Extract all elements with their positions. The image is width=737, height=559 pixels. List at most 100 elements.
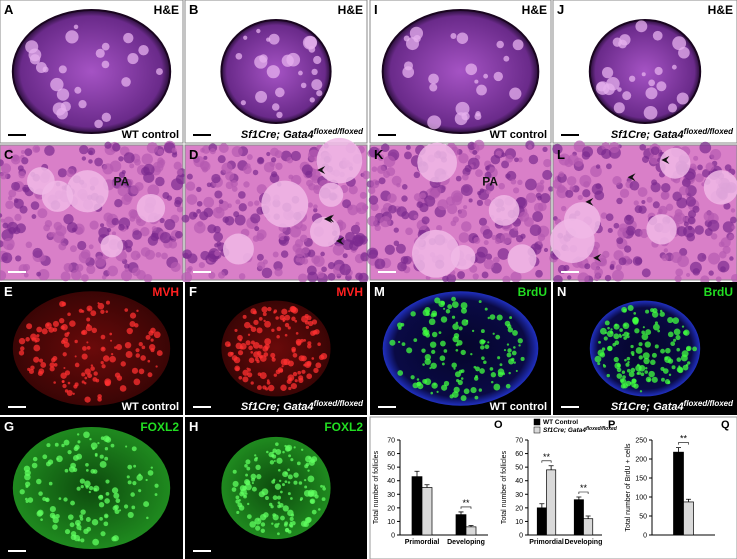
cell (697, 164, 703, 171)
cell (196, 200, 203, 207)
cell (593, 275, 600, 282)
cell (487, 341, 490, 344)
cell (627, 360, 630, 364)
cell (247, 201, 254, 207)
cell (77, 440, 81, 444)
cell (53, 381, 56, 384)
y-tick-label: 0 (519, 533, 523, 540)
cell (85, 517, 91, 522)
cell (307, 469, 310, 472)
cell (271, 522, 274, 525)
cell (451, 362, 457, 368)
cell (458, 153, 469, 164)
error-bar (686, 498, 691, 502)
cell (112, 505, 118, 511)
cell (724, 164, 732, 171)
cell (138, 44, 149, 56)
cell (613, 102, 625, 114)
legend-sup: floxed/floxed (586, 426, 618, 432)
panel: D (181, 137, 371, 284)
cell (254, 200, 260, 206)
cell (15, 223, 26, 234)
cell (645, 376, 652, 383)
cell (497, 248, 510, 260)
oocyte (646, 214, 677, 245)
cell (300, 355, 307, 362)
cell (38, 491, 43, 496)
cell (284, 471, 288, 475)
oocyte (27, 167, 55, 195)
tissue (12, 291, 171, 406)
error-bar (468, 525, 474, 527)
cell (613, 356, 619, 363)
cell (582, 189, 591, 198)
cell (313, 204, 318, 209)
cell (484, 198, 492, 207)
cell (238, 375, 243, 380)
cell (46, 443, 51, 448)
cell (101, 42, 110, 51)
cell (478, 388, 482, 392)
cell (681, 178, 691, 188)
cell (508, 371, 511, 375)
cell (320, 251, 325, 257)
cell (260, 522, 266, 527)
cell (166, 195, 173, 201)
cell (284, 521, 289, 526)
cell (20, 346, 25, 351)
cell (559, 154, 566, 161)
cell (11, 154, 20, 162)
cell (300, 520, 308, 527)
cell (681, 325, 685, 328)
cell (573, 140, 586, 153)
caption-main: Sf1Cre; Gata4 (241, 129, 314, 141)
cell (73, 24, 79, 30)
cell (277, 501, 281, 505)
cell (272, 356, 275, 359)
cell (321, 266, 327, 273)
cell (127, 480, 132, 485)
panel: B H&E Sf1Cre; Gata4floxed/floxed (184, 0, 368, 144)
cell (147, 184, 160, 197)
cell (272, 451, 275, 454)
cell (36, 271, 42, 277)
cell (62, 352, 67, 357)
cell (594, 190, 605, 201)
cell (520, 233, 526, 239)
cell (79, 144, 89, 155)
cell (74, 519, 81, 526)
cell (671, 365, 676, 370)
cell (510, 178, 517, 185)
y-tick-label: 40 (387, 478, 395, 485)
cell (661, 182, 671, 193)
error-bar (585, 515, 591, 519)
cell (428, 73, 439, 85)
cell (88, 490, 91, 494)
cell (302, 35, 317, 50)
legend-name: WT Control (543, 419, 578, 426)
cell (615, 264, 622, 271)
cell (620, 383, 626, 389)
cell (25, 337, 30, 342)
cell (332, 244, 345, 256)
caption-main: Sf1Cre; Gata4 (611, 401, 684, 413)
cell (246, 466, 251, 471)
cell (115, 498, 121, 503)
cell (105, 492, 110, 496)
cell (64, 468, 69, 473)
caption: WT control (490, 401, 547, 413)
cell (622, 308, 627, 313)
y-tick-label: 40 (515, 478, 523, 485)
cell (15, 255, 22, 262)
cell (577, 272, 590, 284)
cell (90, 364, 94, 367)
cell (424, 378, 432, 386)
cell (243, 494, 247, 499)
cell (413, 193, 422, 202)
cell (46, 323, 50, 327)
cell (154, 493, 158, 496)
cell (252, 169, 259, 176)
cell (436, 224, 443, 232)
cell (37, 208, 48, 219)
cell (118, 223, 125, 231)
